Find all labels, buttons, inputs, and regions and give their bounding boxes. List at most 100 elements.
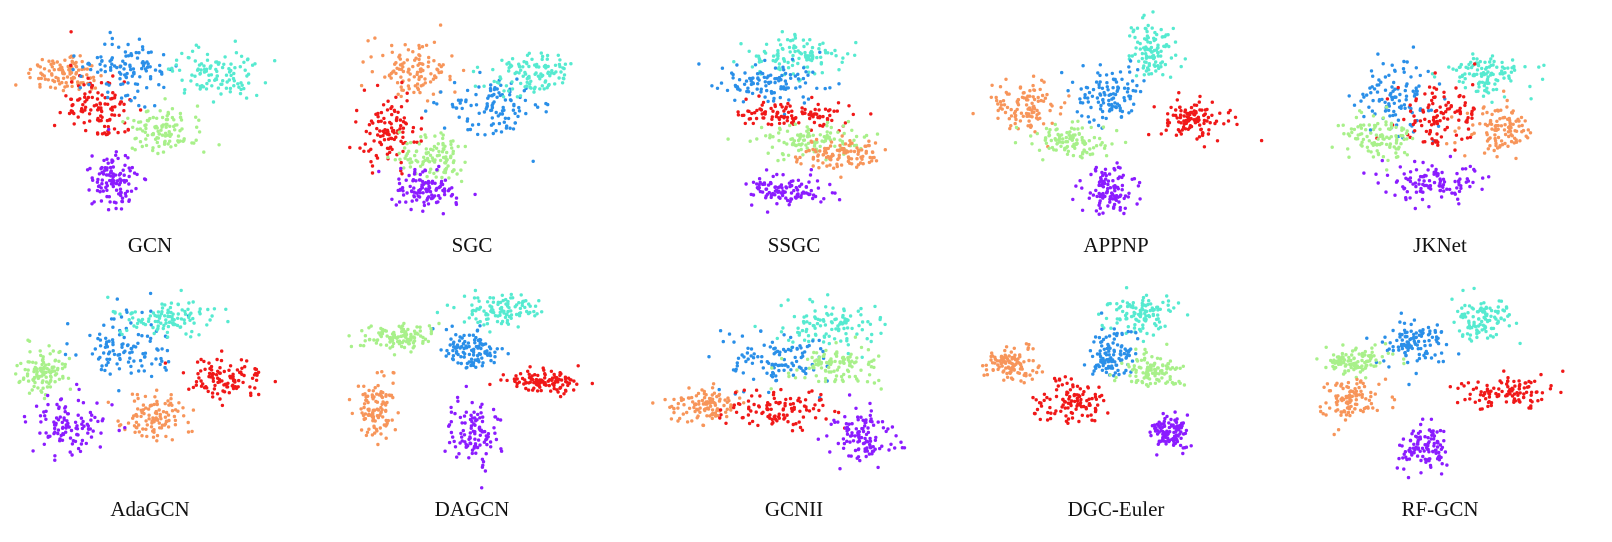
scatter-point	[223, 55, 227, 59]
scatter-point	[80, 59, 84, 64]
scatter-point	[91, 429, 95, 433]
scatter-point	[770, 366, 774, 370]
scatter-point	[837, 82, 841, 86]
scatter-point	[506, 116, 511, 121]
scatter-point	[148, 77, 153, 81]
scatter-point	[494, 110, 498, 115]
scatter-point	[120, 342, 124, 347]
scatter-point	[1513, 136, 1517, 140]
scatter-point	[822, 139, 826, 144]
scatter-point	[53, 426, 57, 431]
scatter-point	[1505, 98, 1509, 103]
scatter-point	[211, 379, 216, 383]
scatter-point	[216, 380, 220, 385]
scatter-series-class_2	[471, 51, 573, 99]
scatter-point	[1103, 144, 1107, 148]
scatter-series-class_3	[1330, 105, 1415, 172]
scatter-point	[1097, 85, 1101, 90]
scatter-point	[1463, 103, 1467, 108]
scatter-point	[1435, 119, 1439, 124]
scatter-point	[418, 172, 422, 177]
scatter-point	[499, 305, 504, 310]
scatter-point	[871, 150, 875, 155]
scatter-point	[233, 66, 237, 70]
scatter-point	[37, 76, 41, 81]
scatter-point	[138, 358, 143, 363]
scatter-point	[789, 348, 793, 353]
scatter-point	[414, 191, 419, 195]
scatter-point	[769, 195, 773, 200]
scatter-point	[81, 401, 86, 405]
scatter-point	[817, 358, 821, 362]
scatter-point	[753, 63, 758, 67]
scatter-point	[1116, 187, 1120, 191]
scatter-point	[1026, 112, 1031, 116]
scatter-series-class_4	[793, 134, 887, 179]
scatter-point	[1493, 124, 1497, 128]
scatter-point	[496, 300, 500, 304]
scatter-point	[450, 102, 455, 107]
scatter-point	[145, 334, 150, 338]
scatter-point	[421, 209, 425, 213]
scatter-point	[510, 57, 515, 61]
scatter-point	[855, 165, 859, 169]
scatter-point	[501, 105, 505, 110]
scatter-point	[1041, 122, 1046, 126]
scatter-point	[1434, 167, 1438, 172]
scatter-point	[872, 381, 877, 385]
scatter-point	[1197, 100, 1201, 104]
scatter-point	[372, 338, 376, 342]
scatter-point	[76, 98, 81, 102]
scatter-point	[467, 456, 471, 460]
scatter-point	[1145, 29, 1149, 34]
scatter-point	[769, 373, 774, 378]
panel-caption: APPNP	[1083, 233, 1149, 257]
scatter-point	[143, 394, 148, 399]
scatter-point	[1005, 105, 1010, 110]
scatter-point	[1149, 72, 1154, 76]
scatter-point	[499, 130, 504, 134]
scatter-point	[441, 188, 445, 193]
scatter-point	[181, 371, 186, 375]
scatter-point	[817, 379, 821, 384]
scatter-point	[996, 102, 1000, 106]
scatter-point	[1097, 83, 1101, 87]
scatter-point	[64, 426, 68, 430]
scatter-point	[169, 145, 173, 149]
scatter-point	[1426, 109, 1431, 113]
scatter-point	[1502, 89, 1506, 93]
scatter-point	[838, 138, 842, 142]
scatter-point	[476, 296, 480, 300]
scatter-point	[477, 360, 481, 364]
scatter-point	[1402, 150, 1407, 155]
scatter-point	[141, 129, 145, 133]
scatter-point	[384, 403, 388, 407]
scatter-point	[384, 436, 388, 440]
scatter-point	[804, 70, 808, 74]
scatter-point	[114, 150, 119, 154]
scatter-point	[211, 395, 215, 399]
scatter-point	[215, 357, 219, 362]
scatter-point	[224, 86, 229, 90]
scatter-point	[491, 308, 495, 312]
scatter-point	[173, 128, 177, 132]
scatter-point	[1371, 155, 1376, 159]
scatter-series-class_1	[697, 50, 841, 117]
scatter-point	[402, 166, 406, 170]
scatter-point	[178, 115, 183, 120]
scatter-point	[195, 83, 199, 87]
scatter-point	[1427, 119, 1431, 124]
scatter-point	[746, 109, 750, 113]
scatter-point	[850, 128, 854, 132]
scatter-point	[1487, 175, 1491, 179]
scatter-point	[853, 335, 858, 339]
scatter-point	[254, 378, 259, 382]
scatter-point	[121, 59, 125, 63]
scatter-point	[1453, 148, 1457, 152]
scatter-point	[1019, 111, 1024, 115]
scatter-point	[554, 70, 558, 74]
scatter-point	[155, 388, 159, 392]
scatter-point	[1174, 53, 1178, 57]
scatter-point	[145, 423, 149, 427]
scatter-point	[760, 112, 764, 116]
